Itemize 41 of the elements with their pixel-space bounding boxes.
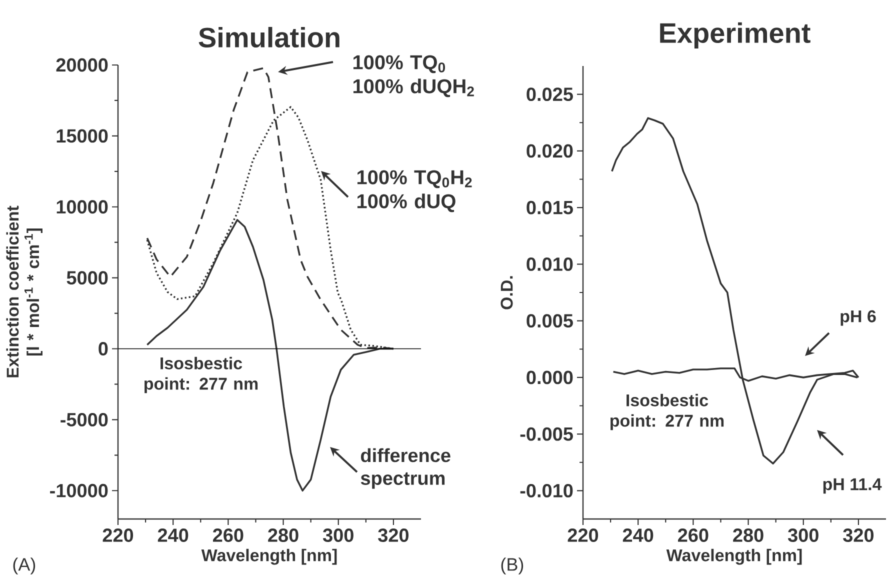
y-tick-label: 5000 xyxy=(66,271,108,285)
x-tick-label: 260 xyxy=(212,528,244,542)
y-tick-label: 0.010 xyxy=(526,257,573,271)
y-tick-label: 0.025 xyxy=(526,88,573,102)
x-tick-label: 280 xyxy=(733,528,764,542)
annotation: Isosbestic point: 277 nm xyxy=(144,356,258,394)
chart-title: Experiment xyxy=(660,22,810,49)
x-tick-label: 320 xyxy=(843,528,874,542)
y-tick-label: -10000 xyxy=(50,484,108,498)
x-tick-label: 300 xyxy=(322,528,354,542)
x-axis-title: Wavelength [nm] xyxy=(201,548,337,565)
x-tick-label: 240 xyxy=(158,528,188,542)
x-tick-label: 260 xyxy=(678,528,708,542)
y-tick-label: 20000 xyxy=(56,58,108,72)
x-tick-label: 280 xyxy=(268,528,298,542)
y-tick-label: -0.010 xyxy=(520,484,573,498)
annotation: difference spectrum xyxy=(360,448,450,489)
y-tick-label: 0.015 xyxy=(526,200,573,214)
y-tick-label: 0.000 xyxy=(526,370,573,384)
annotation: 100% TQ$_{0}$H$_{2}$ 100% dUQ xyxy=(357,170,472,212)
y-tick-label: -5000 xyxy=(60,412,108,426)
y-tick-label: -0.005 xyxy=(520,427,573,441)
text: (A) xyxy=(13,558,36,574)
y-tick-label: 0.020 xyxy=(526,144,573,158)
x-tick-label: 240 xyxy=(622,528,654,542)
x-tick-label: 300 xyxy=(788,528,818,542)
x-tick-label: 320 xyxy=(378,528,409,542)
annotation: 100% TQ$_{0}$ 100% dUQH$_{2}$ xyxy=(353,55,474,98)
y-tick-label: 0 xyxy=(98,342,108,356)
y-tick-label: 15000 xyxy=(56,129,108,143)
text: (B) xyxy=(501,558,524,574)
annotation: Isosbestic point: 277 nm xyxy=(610,394,724,430)
text: pH 11.4 xyxy=(823,478,882,494)
x-tick-label: 220 xyxy=(102,528,134,542)
x-axis-title: Wavelength [nm] xyxy=(666,548,802,565)
chart-title: Simulation xyxy=(198,26,340,48)
text: pH 6 xyxy=(840,310,876,326)
y-axis-title: O.D. xyxy=(500,276,513,310)
x-tick-label: 220 xyxy=(568,528,598,542)
y-tick-label: 10000 xyxy=(56,200,108,214)
y-tick-label: 0.005 xyxy=(526,314,573,328)
